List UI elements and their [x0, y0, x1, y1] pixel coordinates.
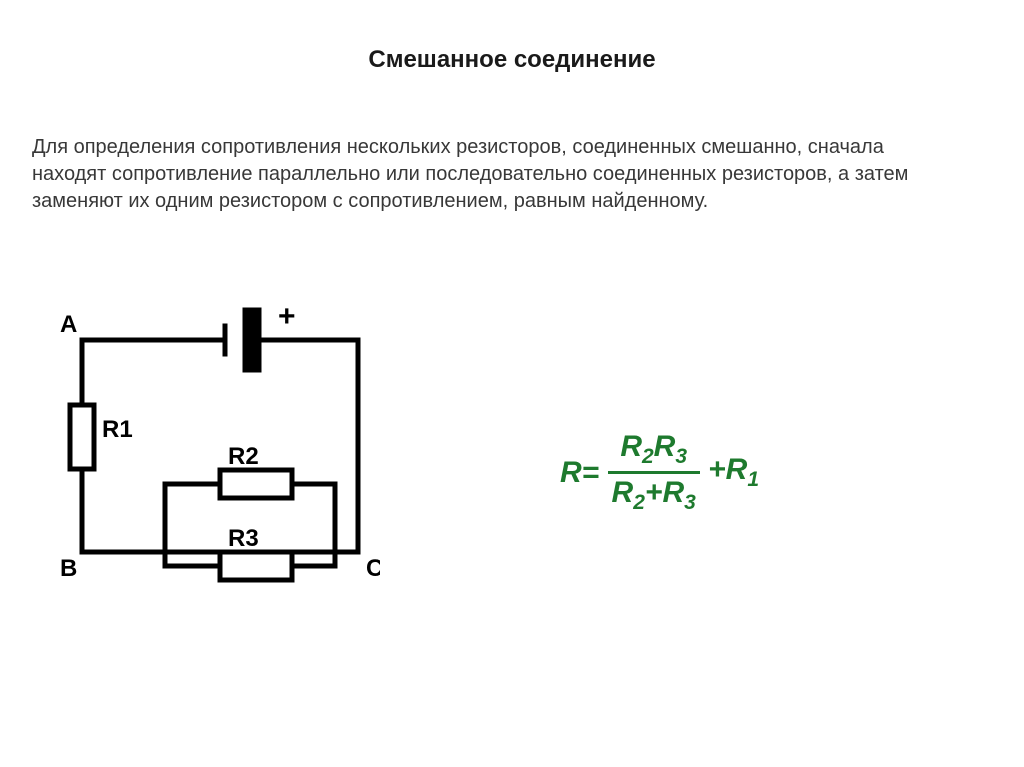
- formula-left: R=: [560, 456, 599, 490]
- svg-text:B: B: [60, 555, 77, 582]
- resistance-formula: R= R2R3 R2+R3 +R1: [560, 430, 759, 515]
- circuit-svg: + A B C R1 R2 R3: [60, 300, 380, 600]
- svg-text:+: +: [278, 300, 296, 333]
- svg-text:R1: R1: [102, 416, 133, 443]
- formula-tail: +R1: [708, 453, 759, 492]
- page-title: Смешанное соединение: [0, 46, 1024, 74]
- formula-R: R: [560, 456, 582, 489]
- svg-text:C: C: [366, 555, 380, 582]
- formula-eq: =: [582, 456, 600, 489]
- svg-text:A: A: [60, 311, 77, 338]
- svg-text:R2: R2: [228, 443, 259, 470]
- description-text: Для определения сопротивления нескольких…: [32, 134, 912, 215]
- circuit-diagram: + A B C R1 R2 R3: [60, 300, 380, 605]
- svg-text:R3: R3: [228, 525, 259, 552]
- formula-denominator: R2+R3: [608, 471, 700, 515]
- formula-numerator: R2R3: [608, 430, 700, 471]
- formula-fraction: R2R3 R2+R3: [608, 430, 700, 515]
